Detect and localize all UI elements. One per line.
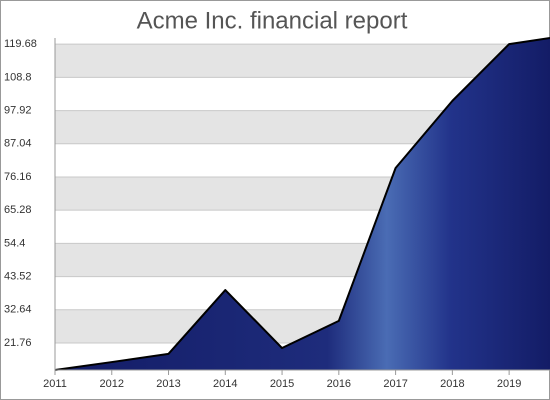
y-tick-label: 65.28 xyxy=(4,204,32,216)
x-tick-label: 2012 xyxy=(100,378,124,390)
y-tick-label: 97.92 xyxy=(4,104,32,116)
x-tick-label: 2016 xyxy=(327,378,351,390)
x-tick-label: 2014 xyxy=(213,378,237,390)
y-tick-label: 87.04 xyxy=(4,138,32,150)
x-tick-label: 2018 xyxy=(440,378,464,390)
x-tick-label: 2017 xyxy=(383,378,407,390)
grid-band xyxy=(55,44,550,78)
y-tick-label: 76.16 xyxy=(4,171,32,183)
y-tick-label: 43.52 xyxy=(4,270,32,282)
y-tick-label: 21.76 xyxy=(4,337,32,349)
y-tick-label: 108.8 xyxy=(4,71,32,83)
line xyxy=(54,37,550,371)
x-tick-label: 2015 xyxy=(270,378,294,390)
area xyxy=(55,38,550,370)
x-tick-label: 2011 xyxy=(43,378,67,390)
y-tick-label: 119.68 xyxy=(4,38,37,50)
x-tick-label: 2019 xyxy=(497,378,521,390)
chart-title: Acme Inc. financial report xyxy=(137,7,408,34)
y-tick-label: 32.64 xyxy=(4,304,32,316)
x-tick-label: 2013 xyxy=(156,378,180,390)
y-tick-label: 54.4 xyxy=(4,237,25,249)
